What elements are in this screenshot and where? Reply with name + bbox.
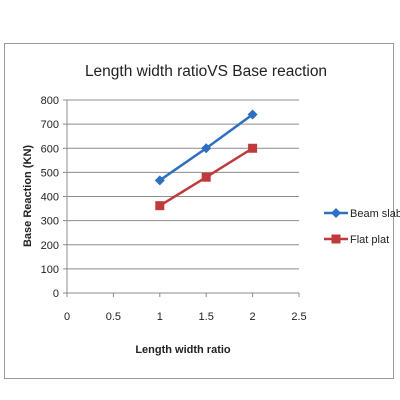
x-tick-label: 1 [157,311,163,323]
series-group [154,109,258,211]
x-tick-label: 2.5 [291,311,306,323]
legend-item: Beam slab [324,208,400,220]
legend-item: Flat plat [324,234,389,246]
series-beam-slab [154,109,258,186]
y-tick-label: 800 [41,95,59,107]
legend-label: Flat plat [350,234,389,246]
y-tick-label: 500 [41,167,59,179]
x-tick-label: 0 [64,311,70,323]
y-tick-label: 600 [41,143,59,155]
x-axis-ticks: 0 0.5 1 1.5 2 2.5 [64,311,307,323]
y-tick-label: 700 [41,119,59,131]
x-tick-label: 0.5 [106,311,121,323]
chart-area [4,43,394,379]
y-tick-label: 100 [41,264,59,276]
data-point [154,175,165,186]
data-point [155,201,165,211]
data-point [201,143,212,154]
y-axis-ticks: 0 100 200 300 400 500 600 700 800 [41,95,59,300]
axes [63,99,300,297]
legend: Beam slab Flat plat [324,208,400,246]
data-point [247,109,258,120]
data-point [201,172,211,182]
chart-title: Length width ratioVS Base reaction [85,63,327,80]
legend-marker [331,234,341,244]
series-flat-plat [155,143,258,211]
gridlines [67,99,299,270]
x-tick-label: 2 [250,311,256,323]
x-tick-label: 1.5 [199,311,214,323]
legend-label: Beam slab [350,208,400,220]
y-tick-label: 200 [41,240,59,252]
legend-marker [331,208,341,218]
y-tick-label: 300 [41,216,59,228]
y-tick-label: 400 [41,192,59,204]
x-axis-label: Length width ratio [135,344,231,356]
data-point [248,143,258,153]
y-tick-label: 0 [53,288,59,300]
y-axis-label: Base Reaction (KN) [22,145,34,247]
